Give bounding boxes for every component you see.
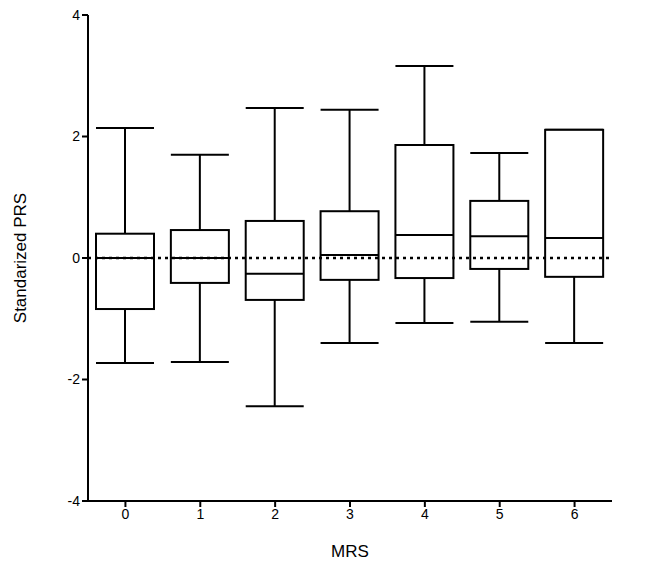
svg-text:Standarized PRS: Standarized PRS — [11, 193, 30, 323]
svg-text:0: 0 — [122, 506, 130, 522]
svg-text:3: 3 — [346, 506, 354, 522]
svg-text:-4: -4 — [68, 493, 81, 509]
svg-text:-2: -2 — [68, 371, 81, 387]
svg-text:2: 2 — [271, 506, 279, 522]
svg-text:4: 4 — [72, 8, 80, 23]
svg-text:2: 2 — [72, 128, 80, 144]
svg-text:1: 1 — [196, 506, 204, 522]
svg-text:5: 5 — [496, 506, 504, 522]
svg-text:0: 0 — [72, 250, 80, 266]
svg-text:MRS: MRS — [331, 542, 369, 561]
svg-text:6: 6 — [571, 506, 579, 522]
svg-text:4: 4 — [421, 506, 429, 522]
